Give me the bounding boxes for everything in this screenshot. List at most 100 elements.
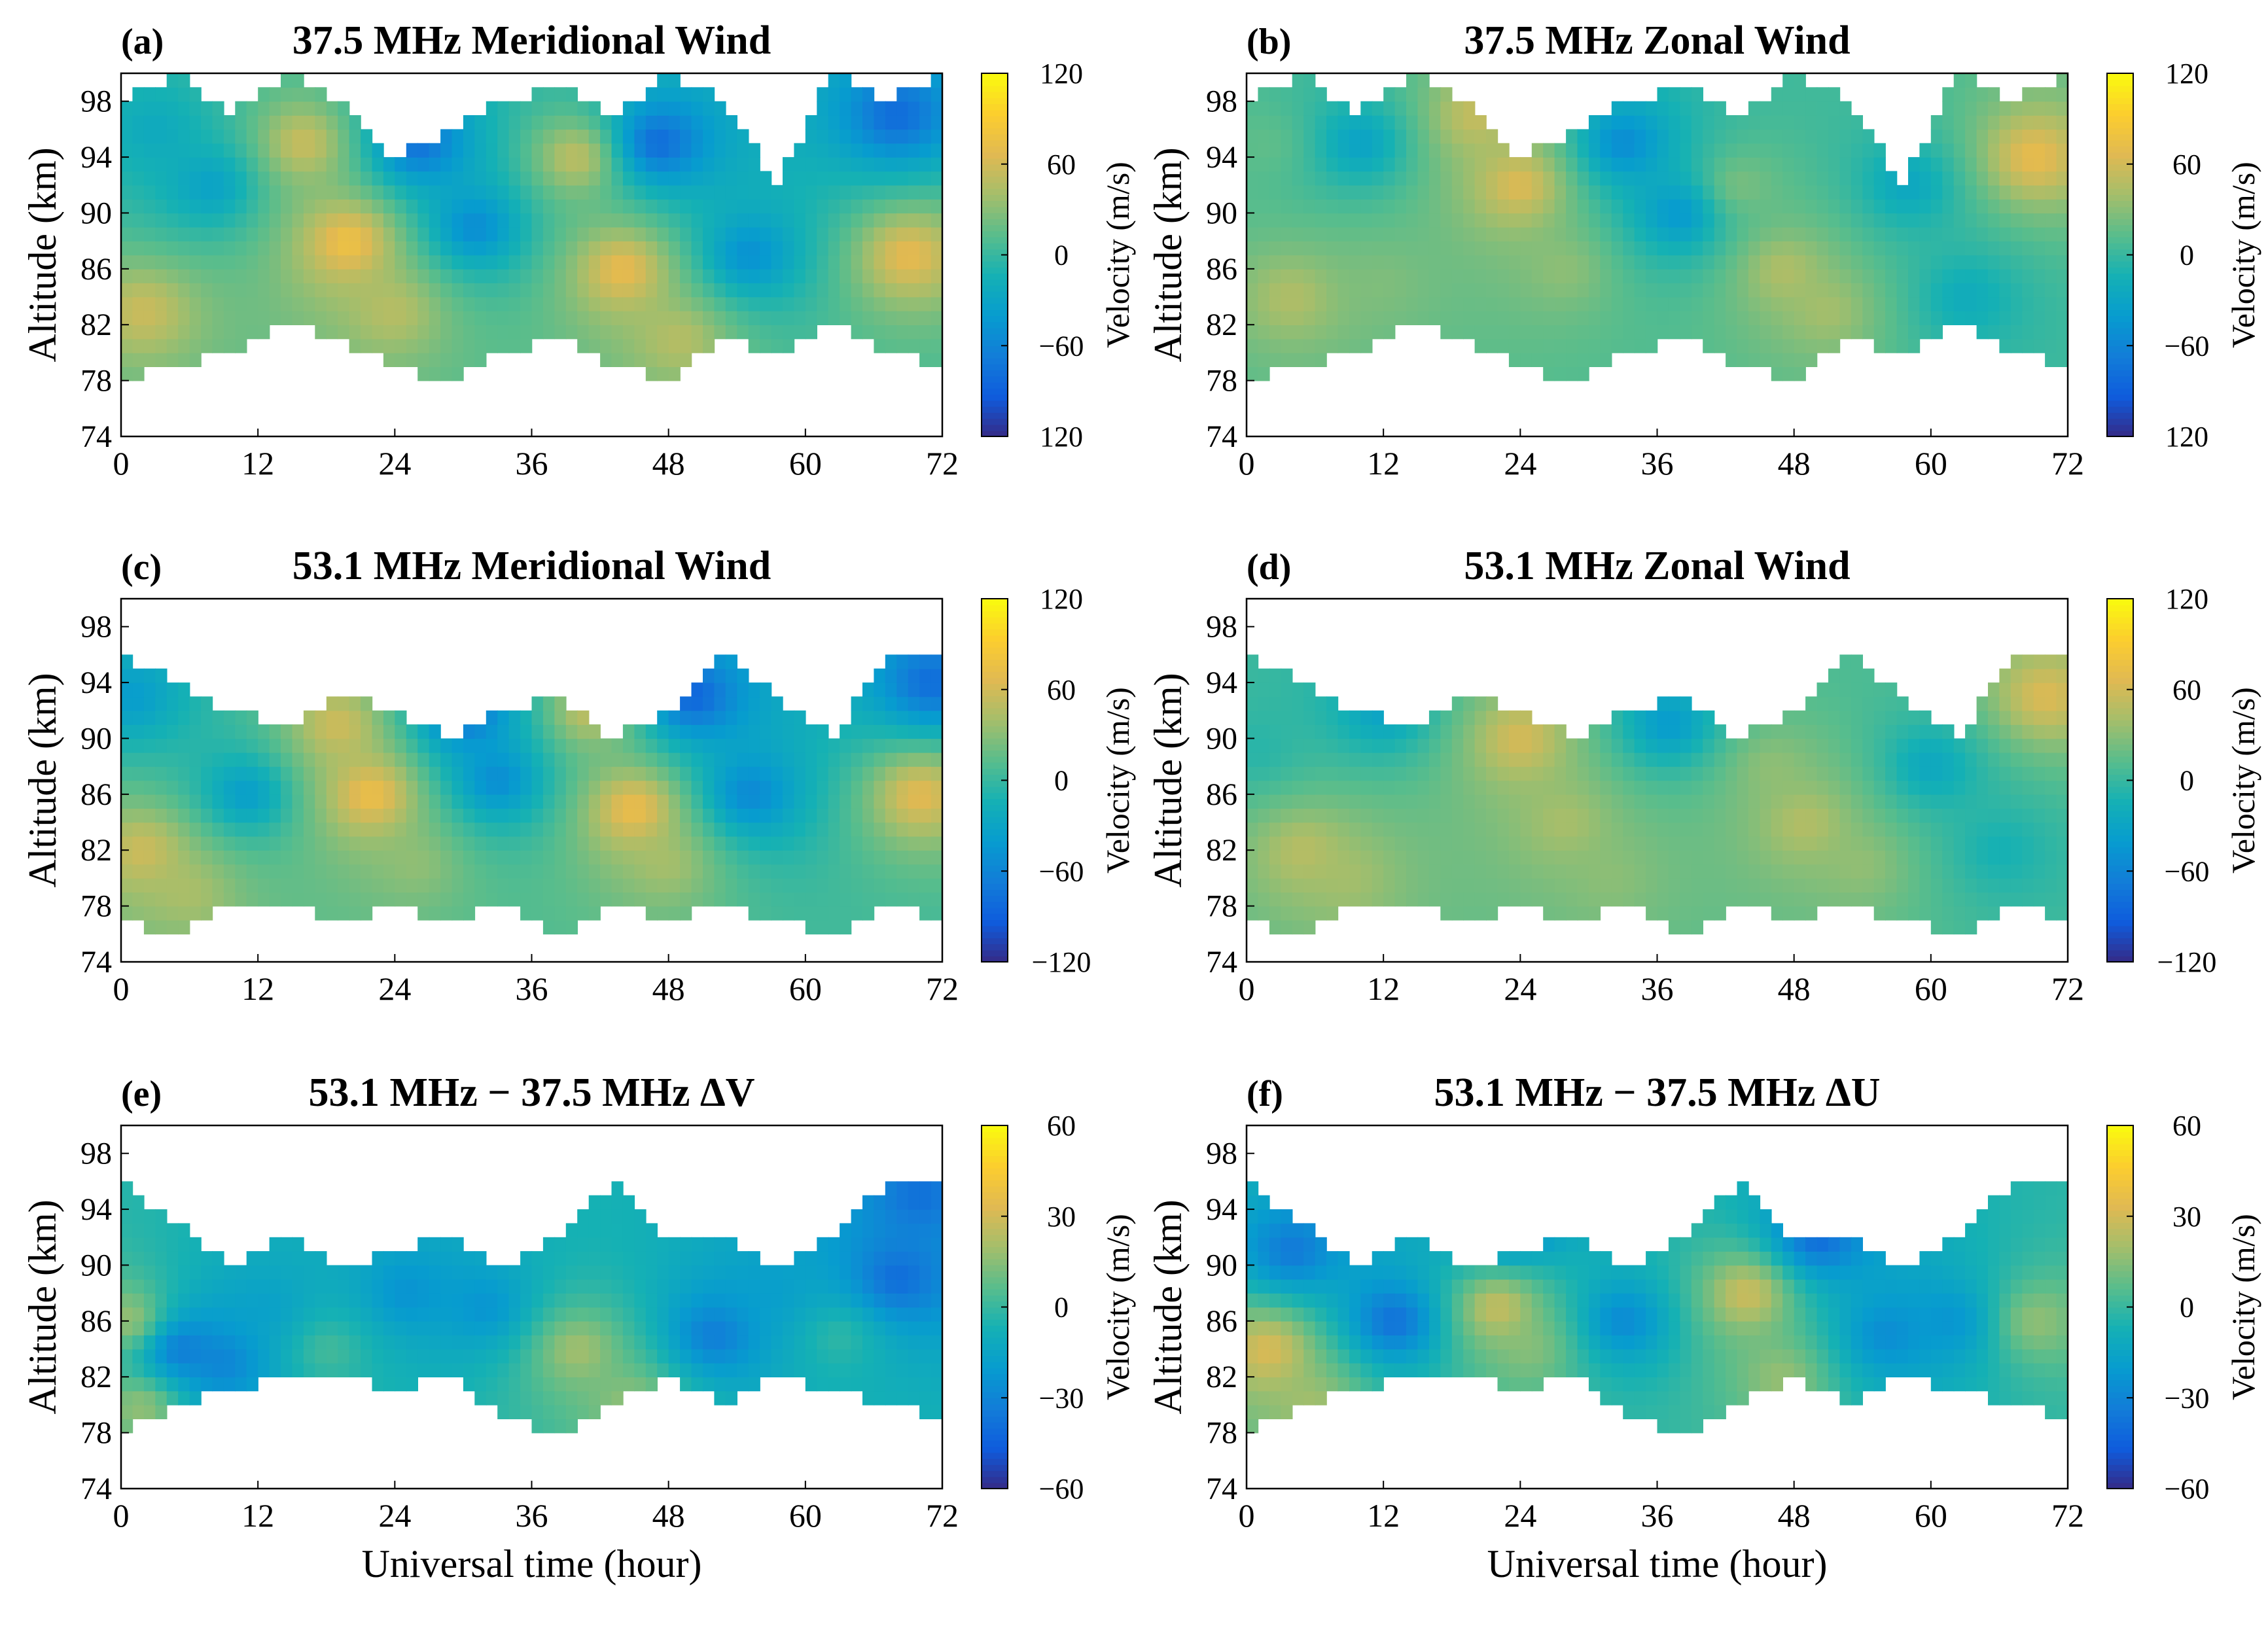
field-cell: [657, 808, 669, 823]
field-cell: [201, 199, 213, 214]
field-cell: [1394, 296, 1407, 311]
field-cell: [794, 766, 806, 781]
field-cell: [1805, 794, 1818, 809]
field-cell: [258, 296, 270, 311]
field-cell: [1372, 310, 1384, 325]
field-cell: [645, 808, 658, 823]
field-cell: [1417, 808, 1430, 823]
field-cell: [851, 283, 863, 298]
field-cell: [1737, 352, 1749, 367]
field-cell: [520, 226, 533, 241]
field-cell: [143, 780, 156, 795]
field-cell: [1520, 738, 1533, 753]
field-cell: [1714, 226, 1726, 241]
field-cell: [1816, 864, 1829, 879]
field-cell: [292, 241, 304, 256]
field-cell: [143, 850, 156, 865]
field-cell: [383, 241, 396, 256]
field-cell: [2045, 325, 2057, 340]
field-cell: [565, 906, 578, 921]
field-cell: [143, 268, 156, 283]
field-cell: [1646, 199, 1658, 214]
field-cell: [1543, 352, 1555, 367]
field-cell: [1520, 268, 1533, 283]
field-cell: [885, 850, 897, 865]
field-cell: [1394, 850, 1407, 865]
field-cell: [1451, 157, 1464, 172]
field-cell: [258, 268, 270, 283]
field-cell: [315, 906, 327, 921]
field-cell: [1771, 724, 1783, 739]
field-cell: [1269, 255, 1282, 270]
colorbar-segment: [982, 340, 1008, 347]
field-cell: [1451, 115, 1464, 130]
field-cell: [281, 87, 293, 102]
field-cell: [622, 766, 635, 781]
field-cell: [349, 738, 361, 753]
field-cell: [292, 892, 304, 907]
field-cell: [1258, 738, 1270, 753]
field-cell: [1988, 325, 2000, 340]
field-cell: [1463, 296, 1476, 311]
field-cell: [361, 822, 373, 837]
field-cell: [600, 877, 612, 893]
field-cell: [1372, 255, 1384, 270]
field-cell: [178, 696, 190, 711]
field-cell: [452, 752, 464, 767]
field-cell: [1600, 283, 1612, 298]
field-cell: [1247, 129, 1259, 144]
field-cell: [1315, 185, 1327, 200]
field-cell: [1497, 310, 1510, 325]
field-cell: [223, 850, 236, 865]
field-cell: [520, 836, 533, 851]
field-cell: [1839, 310, 1852, 325]
colorbar-segment: [982, 219, 1008, 226]
field-cell: [2033, 296, 2046, 311]
field-cell: [725, 226, 737, 241]
field-cell: [452, 199, 464, 214]
field-cell: [326, 724, 338, 739]
field-cell: [1428, 226, 1442, 241]
field-cell: [840, 864, 852, 879]
field-cell: [1965, 296, 1977, 311]
field-cell: [1531, 241, 1544, 256]
field-cell: [691, 864, 703, 879]
field-cell: [554, 199, 567, 214]
field-cell: [577, 199, 590, 214]
field-cell: [1691, 283, 1703, 298]
field-cell: [725, 654, 737, 669]
colorbar-segment: [982, 804, 1008, 811]
field-cell: [508, 157, 521, 172]
field-cell: [1839, 115, 1852, 130]
field-cell: [315, 766, 327, 781]
field-cell: [1600, 241, 1612, 256]
field-cell: [452, 766, 464, 781]
field-cell: [1634, 836, 1646, 851]
field-cell: [417, 822, 430, 837]
field-cell: [132, 794, 145, 809]
field-cell: [1269, 157, 1282, 172]
field-cell: [634, 241, 647, 256]
field-cell: [1531, 738, 1544, 753]
field-cell: [1600, 268, 1612, 283]
field-cell: [554, 696, 567, 711]
field-cell: [143, 129, 156, 144]
field-cell: [1281, 738, 1293, 753]
field-cell: [452, 171, 464, 186]
field-cell: [486, 143, 498, 158]
field-cell: [542, 157, 556, 172]
field-cell: [178, 752, 190, 767]
field-cell: [1611, 724, 1623, 739]
field-cell: [121, 794, 133, 809]
field-cell: [828, 808, 840, 823]
field-cell: [554, 213, 567, 228]
field-cell: [1771, 808, 1783, 823]
field-cell: [201, 241, 213, 256]
field-cell: [1588, 850, 1601, 865]
field-cell: [634, 808, 647, 823]
field-cell: [1577, 366, 1589, 381]
field-cell: [588, 766, 601, 781]
field-cell: [326, 696, 338, 711]
colorbar-segment: [2107, 188, 2133, 195]
field-cell: [1406, 157, 1419, 172]
